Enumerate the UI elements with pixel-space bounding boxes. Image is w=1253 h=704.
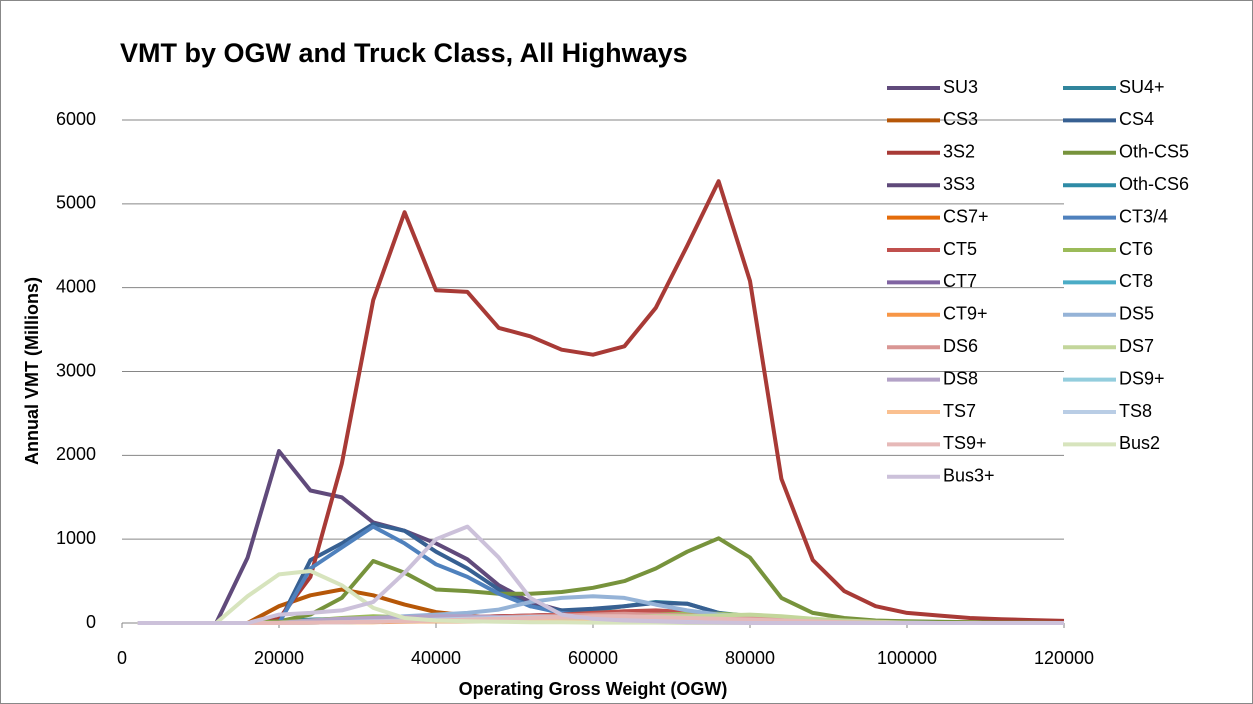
x-tick-label: 100000 (877, 648, 937, 668)
legend-label: TS8 (1119, 401, 1152, 421)
legend-label: Bus3+ (943, 466, 995, 486)
legend-label: DS7 (1119, 336, 1154, 356)
legend-label: Oth-CS5 (1119, 142, 1189, 162)
series-line (137, 524, 1064, 625)
legend: SU3 SU4+ CS3 CS4 3S2 Oth-CS5 3S3 Oth-CS6 CS7+ CT3… (887, 77, 1189, 486)
series-line (137, 179, 1065, 625)
legend-label: CS7+ (943, 206, 989, 226)
legend-label: TS7 (943, 401, 976, 421)
legend-label: Bus2 (1119, 433, 1160, 453)
legend-label: CS4 (1119, 109, 1154, 129)
legend-label: CT3/4 (1119, 206, 1168, 226)
legend-label: TS9+ (943, 433, 987, 453)
legend-label: CS3 (943, 109, 978, 129)
y-tick-label: 4000 (56, 276, 96, 296)
x-tick-label: 80000 (725, 648, 775, 668)
legend-label: CT6 (1119, 239, 1153, 259)
y-tick-label: 1000 (56, 528, 96, 548)
y-tick-label: 6000 (56, 109, 96, 129)
legend-label: DS8 (943, 368, 978, 388)
y-tick-label: 2000 (56, 444, 96, 464)
legend-label: 3S2 (943, 142, 975, 162)
legend-label: SU3 (943, 77, 978, 97)
y-tick-label: 5000 (56, 193, 96, 213)
x-tick-label: 0 (117, 648, 127, 668)
legend-label: DS6 (943, 336, 978, 356)
y-tick-label: 0 (86, 612, 96, 632)
x-tick-label: 120000 (1034, 648, 1094, 668)
y-tick-label: 3000 (56, 360, 96, 380)
legend-label: Oth-CS6 (1119, 174, 1189, 194)
legend-label: DS5 (1119, 304, 1154, 324)
legend-label: CT7 (943, 271, 977, 291)
y-axis-title: Annual VMT (Millions) (22, 277, 42, 465)
legend-label: 3S3 (943, 174, 975, 194)
plot-lines (137, 179, 1065, 625)
x-tick-label: 60000 (568, 648, 618, 668)
x-tick-label: 20000 (254, 648, 304, 668)
x-tick-label: 40000 (411, 648, 461, 668)
legend-label: CT8 (1119, 271, 1153, 291)
legend-label: CT5 (943, 239, 977, 259)
legend-label: SU4+ (1119, 77, 1165, 97)
chart-title: VMT by OGW and Truck Class, All Highways (120, 38, 688, 68)
legend-label: CT9+ (943, 304, 988, 324)
x-axis-title: Operating Gross Weight (OGW) (459, 679, 728, 699)
legend-label: DS9+ (1119, 368, 1165, 388)
